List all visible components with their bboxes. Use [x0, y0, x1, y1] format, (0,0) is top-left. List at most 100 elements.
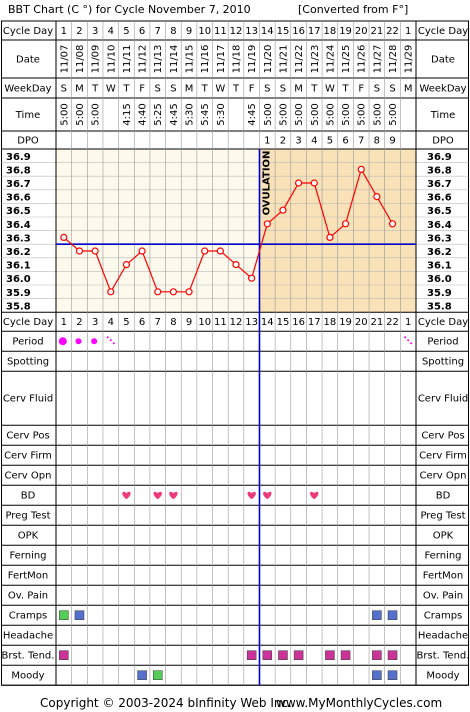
temperature-point	[357, 165, 365, 173]
date-cell: 11/14	[169, 45, 180, 74]
weekday-cell: S	[170, 84, 176, 95]
date-cell: 11/15	[185, 45, 196, 74]
period-spotting-dots	[404, 336, 407, 339]
breast-tenderness-mark	[293, 650, 304, 660]
y-tick-label: 36.4	[6, 220, 31, 231]
cycle-day-cell-bottom: 2	[76, 317, 82, 328]
weekday-cell: S	[374, 84, 380, 95]
date-cell: 11/17	[216, 45, 227, 74]
weekday-cell: W	[106, 84, 116, 95]
row-label-cerv-firm-right: Cerv Firm	[419, 451, 467, 462]
date-cell: 11/12	[138, 45, 149, 74]
row-label-bd: BD	[21, 491, 36, 502]
breast-tenderness-mark	[387, 650, 398, 660]
cycle_day-cell: 13	[245, 26, 258, 37]
cycle-day-cell-bottom: 1	[405, 317, 411, 328]
row-label-period: Period	[12, 337, 43, 348]
period-mark	[91, 338, 98, 345]
weekday-cell: S	[280, 84, 286, 95]
cycle-day-cell-bottom: 1	[61, 317, 67, 328]
weekday-cell: S	[61, 84, 67, 95]
row-label-time: Time	[15, 110, 40, 121]
chart-conversion-note: [Converted from F°]	[298, 3, 408, 16]
row-label-cramps: Cramps	[9, 611, 48, 622]
row-label-brst-tend: Brst. Tend.	[2, 651, 55, 662]
weekday-cell: F	[139, 84, 145, 95]
bd-heart-icon	[169, 491, 178, 500]
row-label-cerv-opn-right: Cerv Opn	[420, 471, 467, 482]
dpo-cell: 6	[342, 136, 348, 147]
time-cell: 5:00	[388, 103, 399, 125]
cycle_day-cell: 2	[76, 26, 82, 37]
moody-mark	[387, 670, 398, 680]
cramps-mark	[74, 610, 85, 620]
row-label-ov-pain-right: Ov. Pain	[423, 591, 463, 602]
cycle-day-cell-bottom: 5	[123, 317, 129, 328]
y-tick-label: 36.9	[6, 152, 31, 163]
breast-tenderness-mark	[340, 650, 351, 660]
time-cell: 5:00	[325, 103, 336, 125]
temperature-point	[169, 288, 177, 296]
moody-mark	[137, 670, 147, 680]
date-cell: 11/21	[278, 45, 289, 74]
time-cell: 5:30	[216, 103, 227, 125]
time-cell: 4:45	[247, 103, 258, 125]
row-label-weekday: WeekDay	[4, 84, 51, 95]
cycle-day-cell-bottom: 6	[139, 317, 145, 328]
dpo-cell: 1	[264, 136, 270, 147]
y-tick-label: 36.2	[6, 247, 31, 258]
row-label-spotting: Spotting	[7, 357, 49, 368]
bd-heart-icon	[310, 491, 319, 500]
breast-tenderness-mark	[246, 650, 257, 660]
y-tick-label-right: 36.7	[427, 179, 452, 190]
date-cell: 11/11	[122, 45, 133, 74]
dpo-cell: 8	[374, 136, 380, 147]
weekday-cell: M	[75, 84, 84, 95]
row-label-preg-test: Preg Test	[5, 511, 50, 522]
cycle_day-cell: 6	[139, 26, 145, 37]
date-cell: 11/07	[59, 45, 70, 74]
row-label-cerv-opn: Cerv Opn	[5, 471, 52, 482]
time-cell: 5:45	[200, 103, 211, 125]
temperature-point	[138, 247, 146, 255]
cycle_day-cell: 12	[230, 26, 243, 37]
row-label-moody-right: Moody	[426, 671, 459, 682]
period-spotting-dots	[109, 339, 112, 342]
weekday-cell: F	[249, 84, 255, 95]
date-cell: 11/19	[247, 45, 258, 74]
time-cell: 4:40	[138, 103, 149, 125]
cycle_day-cell: 9	[186, 26, 192, 37]
row-label-dpo: DPO	[17, 136, 39, 147]
temperature-point	[185, 288, 193, 296]
row-label-weekday-right: WeekDay	[419, 84, 466, 95]
y-tick-label-right: 35.9	[427, 288, 452, 299]
period-mark	[58, 337, 67, 346]
cycle_day-cell: 15	[277, 26, 290, 37]
cycle_day-cell: 16	[292, 26, 305, 37]
cramps-mark	[372, 610, 382, 620]
row-label-fertmon: FertMon	[8, 571, 48, 582]
date-cell: 11/09	[91, 45, 102, 74]
cycle-day-cell-bottom: 11	[214, 317, 227, 328]
chart-title: BBT Chart (C °) for Cycle November 7, 20…	[8, 3, 251, 16]
date-cell: 11/25	[341, 45, 352, 74]
period-mark	[75, 338, 82, 345]
date-cell: 11/10	[106, 45, 117, 74]
row-label-spotting-right: Spotting	[422, 357, 464, 368]
cycle_day-cell: 17	[308, 26, 321, 37]
weekday-cell: T	[232, 84, 240, 95]
cramps-mark	[387, 610, 398, 620]
cycle_day-cell: 8	[170, 26, 176, 37]
dpo-cell: 3	[295, 136, 301, 147]
cycle_day-cell: 19	[339, 26, 352, 37]
cycle_day-cell: 11	[214, 26, 227, 37]
dpo-cell: 5	[327, 136, 333, 147]
date-cell: 11/28	[388, 45, 399, 74]
y-tick-label: 35.8	[6, 301, 31, 312]
cycle_day-cell: 3	[92, 26, 98, 37]
cycle_day-cell: 14	[261, 26, 274, 37]
cycle-day-cell-bottom: 12	[230, 317, 243, 328]
cycle-day-cell-bottom: 17	[308, 317, 321, 328]
weekday-cell: T	[201, 84, 209, 95]
